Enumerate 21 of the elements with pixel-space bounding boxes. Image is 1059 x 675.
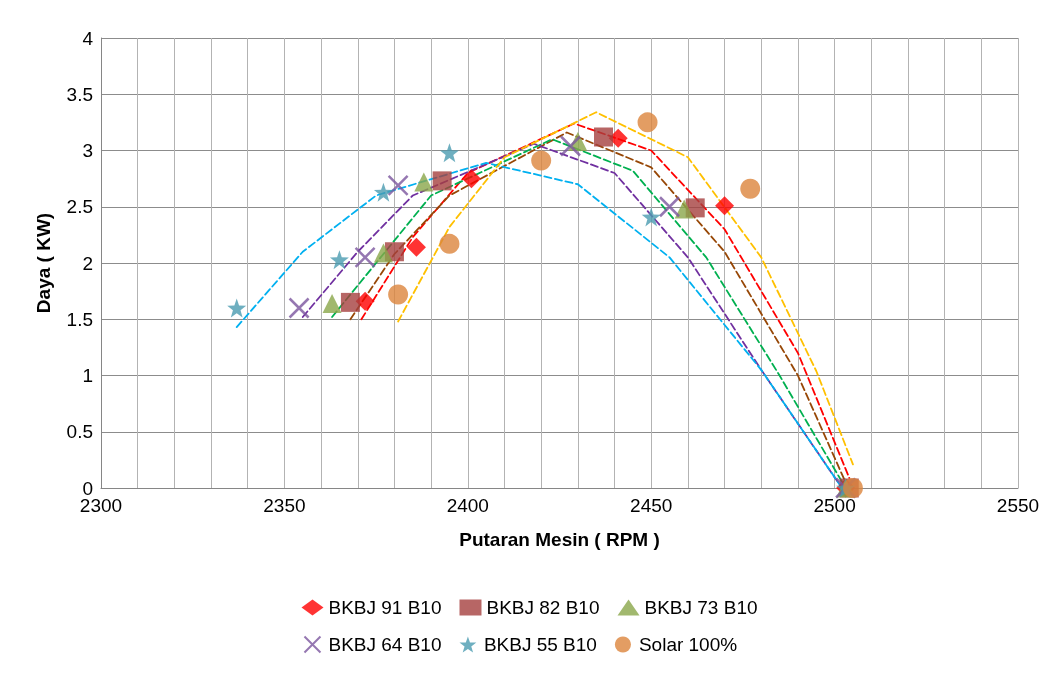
x-axis-title: Putaran Mesin ( RPM ) [459,529,660,550]
x-tick-label: 2400 [446,495,489,516]
y-tick-label: 2 [82,252,93,274]
legend-label: BKBJ 91 B10 [328,597,442,618]
y-tick-label: 4 [82,27,94,49]
legend-label: BKBJ 64 B10 [328,634,442,655]
x-tick-label: 2450 [630,495,673,516]
legend-label: Solar 100% [638,634,738,655]
legend-label: BKBJ 82 B10 [486,597,600,618]
legend-label: BKBJ 55 B10 [483,634,597,655]
y-axis-title: Daya ( KW) [33,212,54,314]
y-tick-label: 3 [82,140,93,161]
y-tick-label: 1.5 [66,308,93,330]
y-tick-label: 0.5 [66,421,93,443]
legend-label: BKBJ 73 B10 [644,597,758,618]
y-tick-label: 2.5 [66,196,93,218]
x-tick-label: 2550 [996,495,1040,516]
y-tick-label: 1 [82,365,93,386]
y-tick-label: 3.5 [66,83,93,105]
x-tick-label: 2350 [263,495,306,516]
x-tick-label: 2500 [813,495,856,516]
